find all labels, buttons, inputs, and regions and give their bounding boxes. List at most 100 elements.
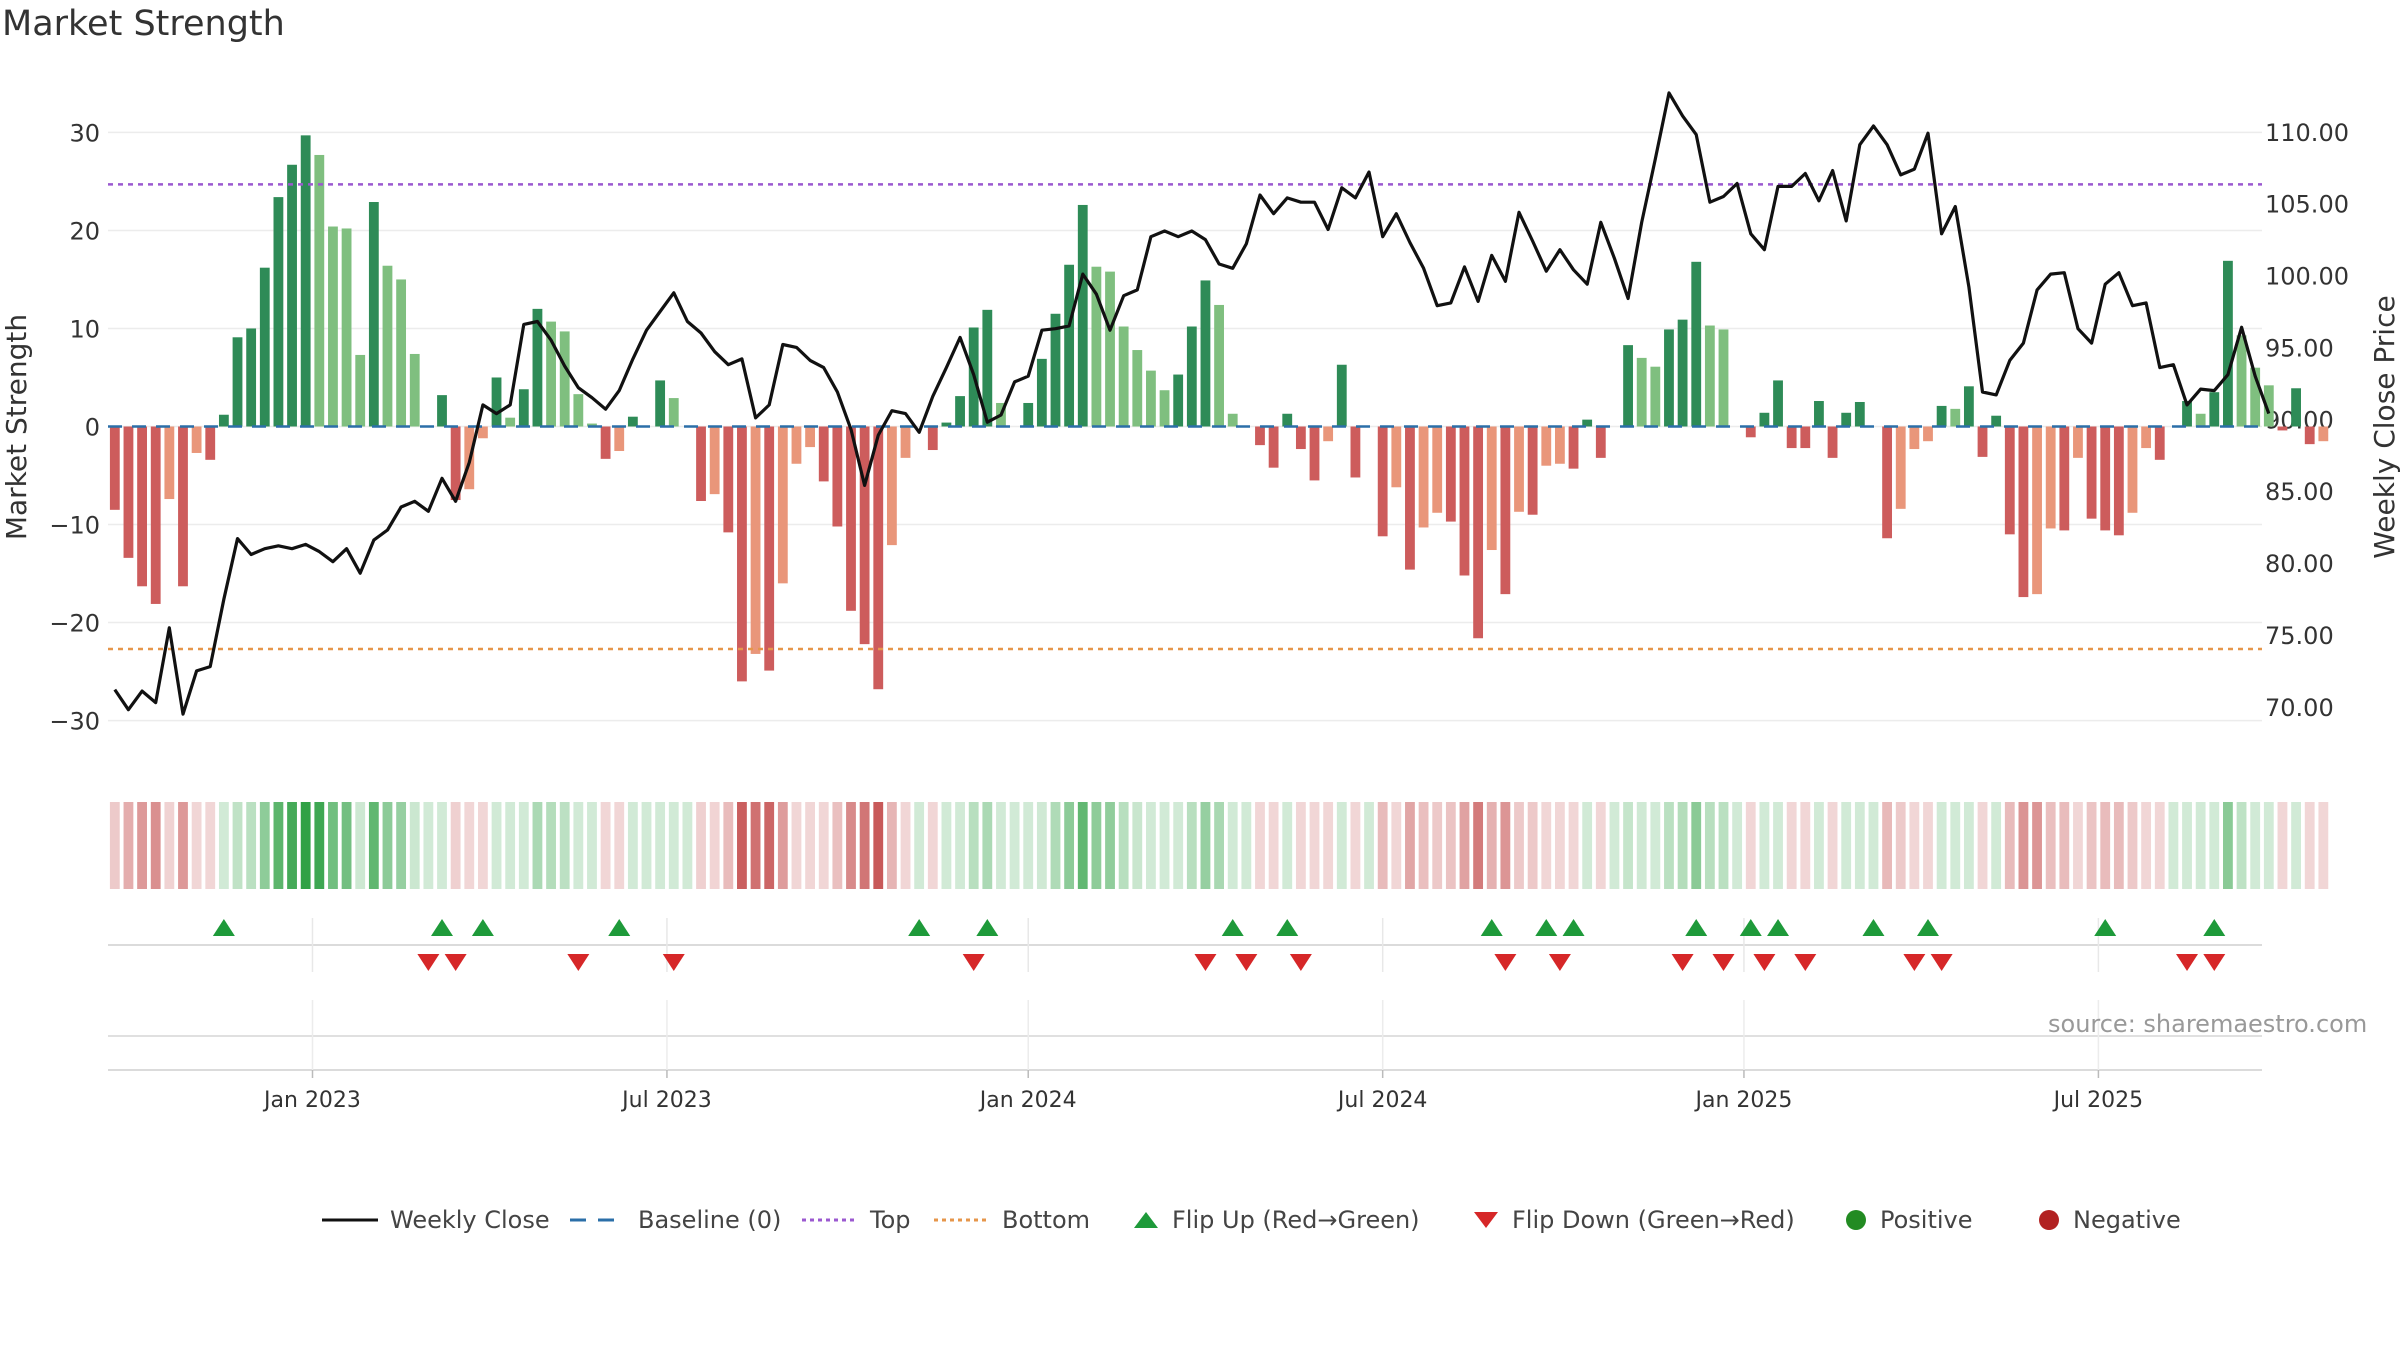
legend-item: Positive bbox=[1842, 1200, 1973, 1240]
heat-cell bbox=[2291, 802, 2301, 889]
flip-up-marker bbox=[1480, 919, 1503, 936]
legend-item: Baseline (0) bbox=[568, 1200, 781, 1240]
strength-bar bbox=[1950, 408, 1961, 427]
heat-cell bbox=[2045, 802, 2056, 889]
strength-bar bbox=[1582, 419, 1593, 427]
flip-down-marker bbox=[1671, 954, 1694, 971]
strength-bar bbox=[1391, 426, 1402, 488]
strength-bar bbox=[1814, 401, 1824, 427]
x-tick-label: Jan 2023 bbox=[262, 1088, 361, 1113]
y-tick-label: 20 bbox=[69, 217, 100, 245]
heat-cell bbox=[137, 802, 147, 889]
strength-bar bbox=[2304, 426, 2315, 445]
legend-icon bbox=[2035, 1208, 2073, 1232]
y-tick-label: 30 bbox=[69, 119, 100, 147]
strength-bar bbox=[886, 426, 897, 546]
flip-down-marker bbox=[1903, 954, 1926, 971]
heat-cell bbox=[1963, 802, 1974, 889]
strength-bar bbox=[1132, 350, 1143, 427]
strength-bar bbox=[2291, 388, 2301, 427]
strength-bar bbox=[300, 135, 311, 427]
heat-cell bbox=[300, 802, 311, 889]
flip-up-marker bbox=[1276, 919, 1299, 936]
strength-bar bbox=[1527, 426, 1538, 515]
strength-bar bbox=[1568, 426, 1579, 469]
strength-bar bbox=[1963, 386, 1974, 427]
heat-cell bbox=[532, 802, 543, 889]
strength-bar bbox=[1186, 326, 1197, 427]
strength-bar bbox=[1023, 402, 1034, 427]
strength-bar bbox=[259, 267, 270, 427]
strength-bar bbox=[2182, 401, 2192, 427]
strength-bar bbox=[1650, 366, 1661, 427]
heat-cell bbox=[1609, 802, 1620, 889]
legend-icon bbox=[932, 1210, 1002, 1230]
heat-cell bbox=[1241, 802, 1252, 889]
strength-bar bbox=[832, 426, 843, 527]
strength-bar bbox=[2018, 426, 2029, 598]
heat-cell bbox=[982, 802, 993, 889]
heat-cell bbox=[355, 802, 366, 889]
strength-bar bbox=[1295, 426, 1306, 450]
heat-cell bbox=[1827, 802, 1838, 889]
strength-bar bbox=[123, 426, 134, 558]
strength-bar bbox=[1200, 280, 1211, 427]
heat-cell bbox=[1718, 802, 1729, 889]
legend-icon bbox=[1470, 1208, 1512, 1232]
strength-bar bbox=[1323, 426, 1334, 442]
heat-cell bbox=[846, 802, 856, 889]
heat-cell bbox=[1623, 802, 1633, 889]
strength-bar bbox=[1214, 304, 1224, 427]
heat-cell bbox=[1405, 802, 1415, 889]
heat-cell bbox=[232, 802, 243, 889]
strength-bar bbox=[1377, 426, 1388, 537]
x-tick-label: Jan 2025 bbox=[1693, 1088, 1792, 1113]
legend-icon bbox=[1842, 1208, 1880, 1232]
heat-cell bbox=[1991, 802, 2002, 889]
strength-bar bbox=[1800, 426, 1811, 449]
heat-cell bbox=[1868, 802, 1879, 889]
heat-cell bbox=[1268, 802, 1279, 889]
y-axis-label: Market Strength bbox=[0, 314, 33, 540]
heat-cell bbox=[2318, 802, 2329, 889]
heat-cell bbox=[1759, 802, 1770, 889]
legend-icon bbox=[1130, 1208, 1172, 1232]
heat-cell bbox=[955, 802, 965, 889]
legend-icon bbox=[800, 1210, 870, 1230]
heat-cell bbox=[723, 802, 734, 889]
heat-cell bbox=[164, 802, 175, 889]
strength-bar bbox=[396, 279, 407, 427]
strength-bar bbox=[2113, 426, 2124, 536]
heat-cell bbox=[914, 802, 925, 889]
strength-bar bbox=[1677, 319, 1688, 427]
strength-bar bbox=[1759, 412, 1770, 427]
strength-bar bbox=[2154, 426, 2165, 460]
heat-cell bbox=[505, 802, 516, 889]
heat-cell bbox=[996, 802, 1006, 889]
heat-cell bbox=[396, 802, 407, 889]
strength-bar bbox=[2195, 413, 2206, 427]
legend-item: Top bbox=[800, 1200, 911, 1240]
heat-cell bbox=[1132, 802, 1143, 889]
x-tick-label: Jan 2024 bbox=[978, 1088, 1077, 1113]
strength-bar bbox=[900, 426, 911, 458]
strength-bar bbox=[1636, 357, 1647, 427]
heat-cell bbox=[791, 802, 802, 889]
strength-bar bbox=[2263, 385, 2274, 427]
heat-cell bbox=[1364, 802, 1374, 889]
heat-cell bbox=[1500, 802, 1511, 889]
heat-cell bbox=[750, 802, 761, 889]
strength-bar bbox=[1704, 325, 1715, 427]
strength-bar bbox=[218, 414, 229, 427]
heat-cell bbox=[1977, 802, 1988, 889]
heat-cell bbox=[1214, 802, 1224, 889]
heat-cell bbox=[1064, 802, 1075, 889]
heat-cell bbox=[600, 802, 611, 889]
strength-bar bbox=[1977, 426, 1988, 457]
strength-bar bbox=[1050, 313, 1061, 427]
strength-bar bbox=[696, 426, 706, 502]
y2-tick-label: 105.00 bbox=[2265, 191, 2349, 219]
heat-cell bbox=[614, 802, 625, 889]
heat-cell bbox=[246, 802, 257, 889]
heat-cell bbox=[1554, 802, 1565, 889]
